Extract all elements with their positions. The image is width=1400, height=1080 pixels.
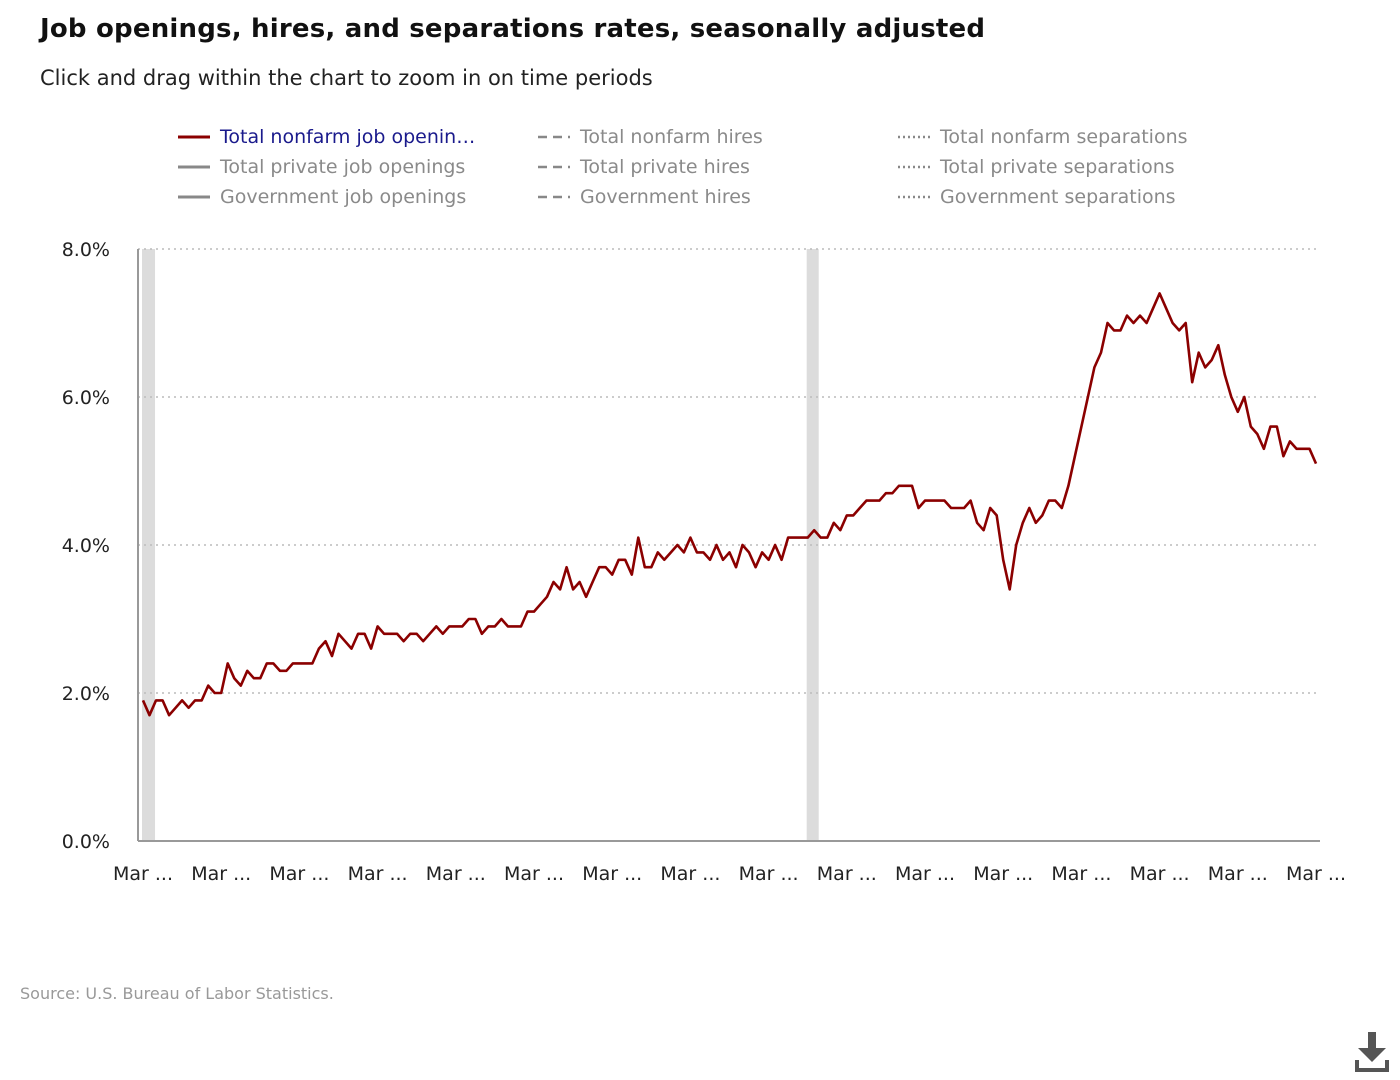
x-tick-label: Mar ... [1286,863,1346,885]
legend-label: Total private separations [940,156,1175,178]
legend-item[interactable]: Total nonfarm job openin… [178,122,475,152]
legend-swatch [178,135,210,139]
legend-swatch [178,165,210,169]
x-tick-label: Mar ... [1051,863,1111,885]
legend-swatch [538,135,570,139]
x-tick-label: Mar ... [348,863,408,885]
legend-label: Total nonfarm separations [940,126,1188,148]
chart-subtitle: Click and drag within the chart to zoom … [40,66,653,90]
legend-label: Total nonfarm job openin… [220,126,476,148]
source-note: Source: U.S. Bureau of Labor Statistics. [20,984,334,1003]
legend-label: Total nonfarm hires [580,126,763,148]
y-tick-label: 8.0% [62,239,110,261]
legend-label: Government job openings [220,186,467,208]
legend-label: Total private hires [580,156,750,178]
x-tick-label: Mar ... [269,863,329,885]
x-tick-label: Mar ... [1208,863,1268,885]
download-icon[interactable] [1352,1030,1392,1074]
legend: Total nonfarm job openin… Total private j… [178,122,1278,218]
chart-svg[interactable]: 0.0% 2.0% 4.0% 6.0% 8.0% Mar ... Mar ... Mar ..… [0,220,1400,900]
y-tick-label: 2.0% [62,683,110,705]
legend-label: Government hires [580,186,751,208]
legend-item[interactable]: Government job openings [178,182,466,212]
legend-item[interactable]: Total private hires [538,152,750,182]
legend-item[interactable]: Government hires [538,182,751,212]
legend-label: Total private job openings [220,156,466,178]
legend-item[interactable]: Total nonfarm hires [538,122,763,152]
legend-swatch [178,195,210,199]
legend-swatch [898,165,930,169]
y-tick-label: 6.0% [62,387,110,409]
legend-item[interactable]: Total nonfarm separations [898,122,1188,152]
x-tick-label: Mar ... [739,863,799,885]
x-tick-label: Mar ... [973,863,1033,885]
x-tick-label: Mar ... [426,863,486,885]
x-tick-label: Mar ... [582,863,642,885]
x-tick-label: Mar ... [660,863,720,885]
series-line-total-nonfarm-job-openings [141,292,1318,717]
recession-band [806,249,819,841]
legend-item[interactable]: Total private job openings [178,152,465,182]
x-tick-label: Mar ... [817,863,877,885]
recession-band [142,249,156,841]
x-tick-label: Mar ... [191,863,251,885]
y-tick-label: 4.0% [62,535,110,557]
x-tick-label: Mar ... [504,863,564,885]
legend-swatch [538,195,570,199]
legend-label: Government separations [940,186,1176,208]
legend-item[interactable]: Total private separations [898,152,1175,182]
x-tick-label: Mar ... [1130,863,1190,885]
legend-swatch [538,165,570,169]
y-tick-label: 0.0% [62,831,110,853]
legend-swatch [898,195,930,199]
legend-item[interactable]: Government separations [898,182,1176,212]
x-tick-label: Mar ... [113,863,173,885]
legend-swatch [898,135,930,139]
chart-title: Job openings, hires, and separations rat… [40,14,986,44]
chart-area[interactable]: 0.0% 2.0% 4.0% 6.0% 8.0% Mar ... Mar ... Mar ..… [0,220,1400,900]
x-tick-label: Mar ... [895,863,955,885]
